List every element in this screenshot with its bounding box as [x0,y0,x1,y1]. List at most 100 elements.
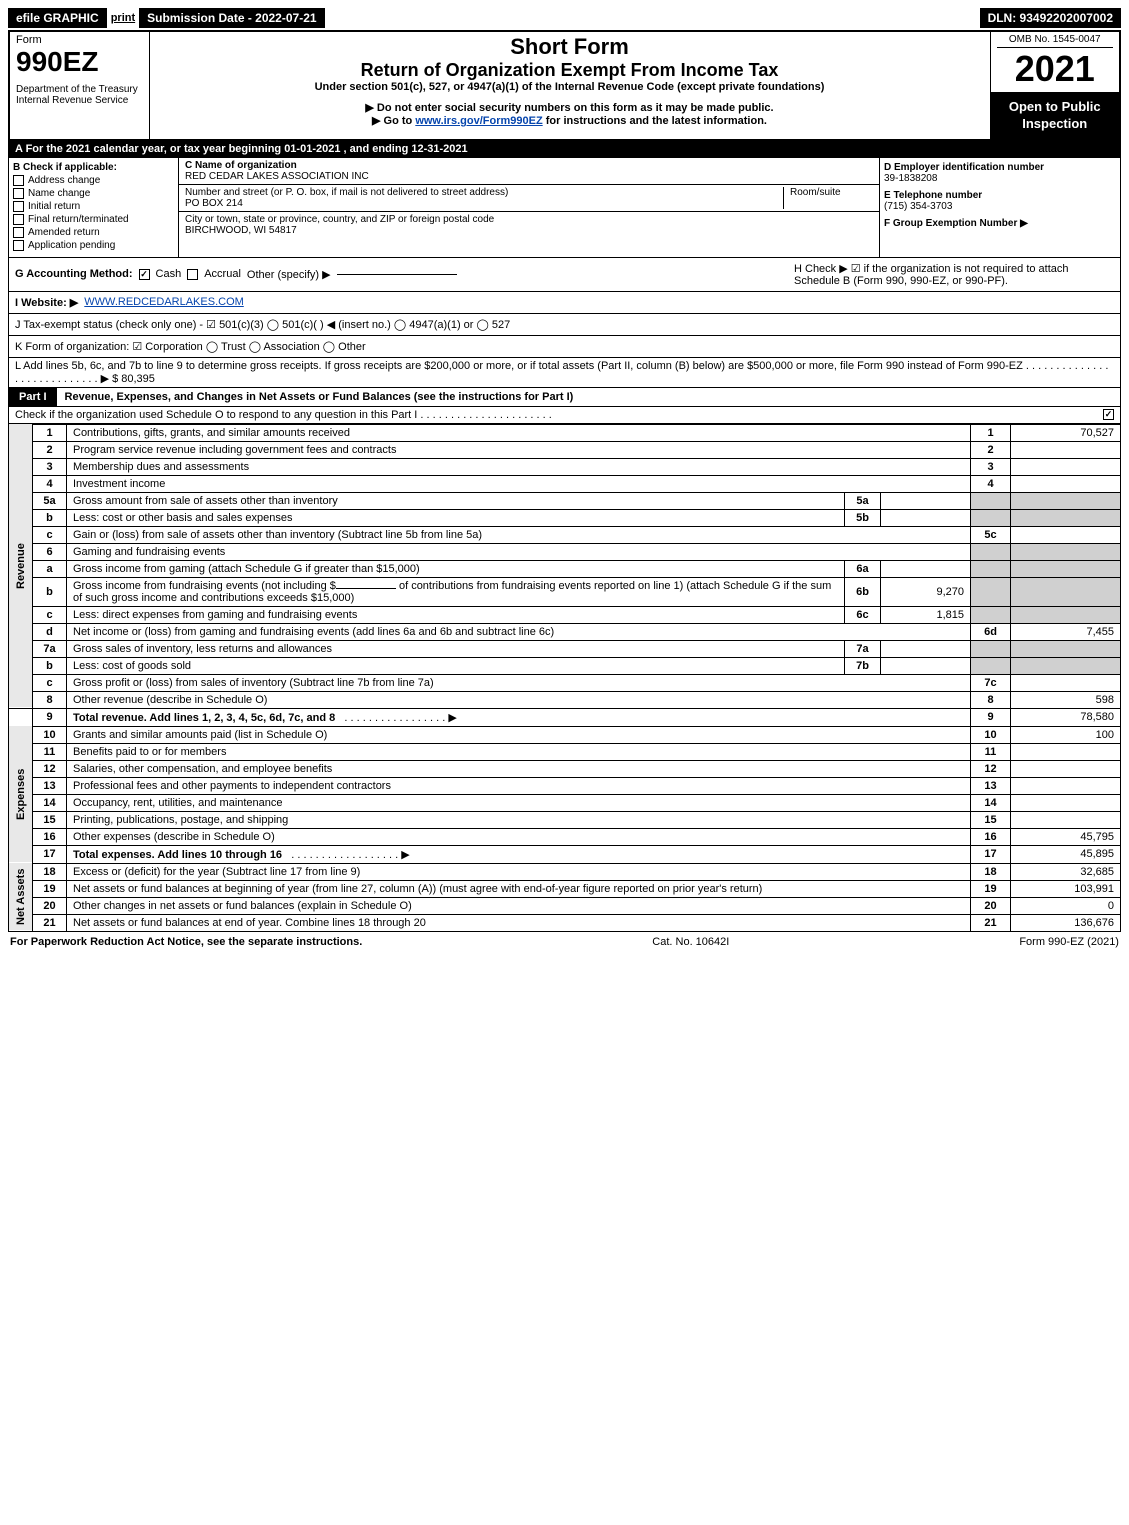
part1-check-row: Check if the organization used Schedule … [8,407,1121,424]
ln-16: 16 [33,828,67,845]
chk-initial-return[interactable] [13,201,24,212]
txt-7c: Gross profit or (loss) from sales of inv… [73,677,434,689]
shade-5b [971,509,1011,526]
part1-header: Part I Revenue, Expenses, and Changes in… [8,388,1121,407]
goto-link[interactable]: www.irs.gov/Form990EZ [415,115,542,127]
other-method-input[interactable] [337,274,457,275]
amt-10: 100 [1011,726,1121,743]
rn-12: 12 [971,760,1011,777]
tax-year: 2021 [997,48,1114,90]
amt-3 [1011,458,1121,475]
ln-5c: c [33,526,67,543]
chk-amended-return[interactable] [13,227,24,238]
part1-check-note: Check if the organization used Schedule … [15,409,1103,421]
lbl-initial-return: Initial return [28,201,80,212]
shade-5a-amt [1011,492,1121,509]
omb-number: OMB No. 1545-0047 [997,34,1114,48]
side-revenue: Revenue [9,424,33,708]
ln-4: 4 [33,475,67,492]
chk-accrual[interactable] [187,269,198,280]
ln-15: 15 [33,811,67,828]
rn-15: 15 [971,811,1011,828]
shade-6b [971,577,1011,606]
top-bar: efile GRAPHIC print Submission Date - 20… [8,8,1121,28]
line-j: J Tax-exempt status (check only one) - ☑… [8,314,1121,336]
line-g-label: G Accounting Method: [15,268,133,280]
txt-17: Total expenses. Add lines 10 through 16 [73,849,282,861]
amt-18: 32,685 [1011,863,1121,880]
part1-schedule-o-check[interactable] [1103,409,1114,420]
ln-9: 9 [33,708,67,726]
line-i-label: I Website: ▶ [15,296,78,309]
rn-2: 2 [971,441,1011,458]
rn-7c: 7c [971,674,1011,691]
sn-5a: 5a [845,492,881,509]
ln-10: 10 [33,726,67,743]
title-cell: Short Form Return of Organization Exempt… [149,31,990,140]
org-street: PO BOX 214 [185,198,243,209]
chk-name-change[interactable] [13,188,24,199]
ln-7c: c [33,674,67,691]
footer-mid: Cat. No. 10642I [652,936,729,948]
box-def: D Employer identification number 39-1838… [880,158,1120,257]
ln-5b: b [33,509,67,526]
sn-5b: 5b [845,509,881,526]
ln-19: 19 [33,880,67,897]
no-ssn-note: ▶ Do not enter social security numbers o… [156,101,984,114]
form-id-cell: Form 990EZ Department of the Treasury In… [9,31,149,140]
chk-cash[interactable] [139,269,150,280]
txt-8: Other revenue (describe in Schedule O) [73,694,267,706]
ln-1: 1 [33,424,67,441]
input-6b-amount[interactable] [336,588,396,589]
dln-label: DLN: 93492202007002 [980,8,1121,28]
goto-note: ▶ Go to www.irs.gov/Form990EZ for instru… [156,114,984,127]
efile-label: efile GRAPHIC [8,8,107,28]
shade-6c [971,606,1011,623]
line-k-text: K Form of organization: ☑ Corporation ◯ … [15,340,366,353]
amt-6d: 7,455 [1011,623,1121,640]
shade-6-amt [1011,543,1121,560]
box-e-label: E Telephone number [884,190,982,201]
ln-8: 8 [33,691,67,708]
txt-6a: Gross income from gaming (attach Schedul… [73,563,420,575]
line-i: I Website: ▶ WWW.REDCEDARLAKES.COM [8,292,1121,314]
website-link[interactable]: WWW.REDCEDARLAKES.COM [84,296,244,308]
chk-address-change[interactable] [13,175,24,186]
txt-21: Net assets or fund balances at end of ye… [73,917,426,929]
amt-14 [1011,794,1121,811]
box-f-label: F Group Exemption Number ▶ [884,218,1028,229]
line-a: A For the 2021 calendar year, or tax yea… [8,141,1121,158]
print-link[interactable]: print [111,12,135,24]
short-form-title: Short Form [156,34,984,60]
ln-3: 3 [33,458,67,475]
chk-application-pending[interactable] [13,240,24,251]
chk-final-return[interactable] [13,214,24,225]
ln-17: 17 [33,845,67,863]
lbl-final-return: Final return/terminated [28,214,129,225]
ln-13: 13 [33,777,67,794]
box-b-title: B Check if applicable: [13,162,174,173]
rn-16: 16 [971,828,1011,845]
sn-6c: 6c [845,606,881,623]
box-b: B Check if applicable: Address change Na… [9,158,179,257]
footer-left: For Paperwork Reduction Act Notice, see … [10,936,362,948]
rn-10: 10 [971,726,1011,743]
txt-14: Occupancy, rent, utilities, and maintena… [73,797,283,809]
ln-5a: 5a [33,492,67,509]
txt-11: Benefits paid to or for members [73,746,226,758]
txt-10: Grants and similar amounts paid (list in… [73,729,327,741]
irs-label: Internal Revenue Service [16,95,143,106]
open-inspection-cell: Open to Public Inspection [990,93,1120,140]
ln-6c: c [33,606,67,623]
lbl-other-method: Other (specify) ▶ [247,268,331,281]
shade-6b-amt [1011,577,1121,606]
rn-8: 8 [971,691,1011,708]
txt-3: Membership dues and assessments [73,461,249,473]
ln-7a: 7a [33,640,67,657]
txt-16: Other expenses (describe in Schedule O) [73,831,275,843]
ln-6a: a [33,560,67,577]
txt-18: Excess or (deficit) for the year (Subtra… [73,866,360,878]
form-number: 990EZ [16,46,143,78]
txt-6d: Net income or (loss) from gaming and fun… [73,626,554,638]
ln-11: 11 [33,743,67,760]
